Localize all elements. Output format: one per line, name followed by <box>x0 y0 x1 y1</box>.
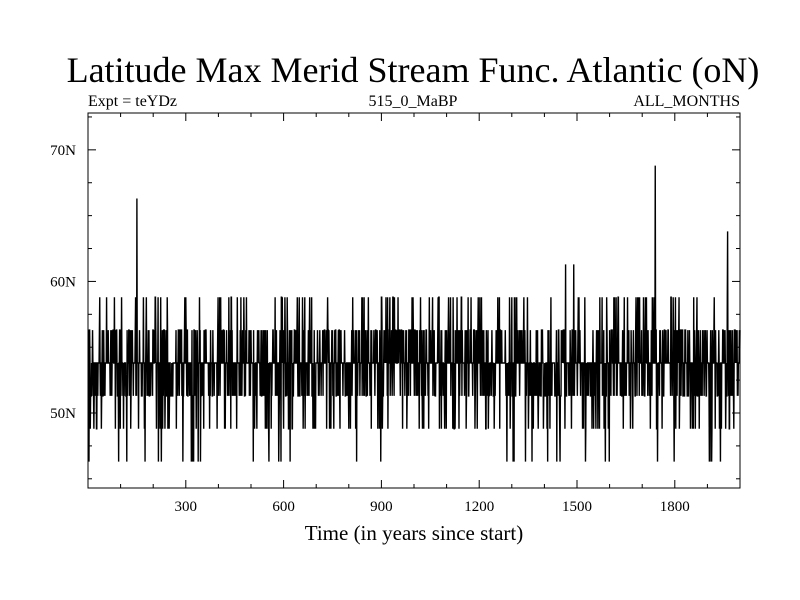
x-tick-label: 1200 <box>464 499 494 515</box>
x-tick-label: 1500 <box>562 499 592 515</box>
chart-title: Latitude Max Merid Stream Func. Atlantic… <box>67 50 760 90</box>
y-tick-label: 70N <box>50 143 76 159</box>
x-tick-label: 300 <box>175 499 198 515</box>
series-group <box>87 165 741 462</box>
series-line <box>87 165 741 462</box>
plot-frame <box>87 112 741 489</box>
x-axis-label: Time (in years since start) <box>305 521 524 545</box>
axis-ticks <box>88 113 740 488</box>
x-tick-label: 600 <box>272 499 295 515</box>
x-tick-label: 1800 <box>660 499 690 515</box>
tick-labels: 300 600 900 1200 1500 1800 50N 60N 70N <box>50 143 690 515</box>
subtitle-months: ALL_MONTHS <box>633 93 740 110</box>
subtitle-experiment: Expt = teYDz <box>88 93 177 110</box>
y-tick-label: 50N <box>50 406 76 422</box>
x-tick-label: 900 <box>370 499 393 515</box>
subtitle-period: 515_0_MaBP <box>369 93 458 110</box>
y-tick-label: 60N <box>50 274 76 290</box>
